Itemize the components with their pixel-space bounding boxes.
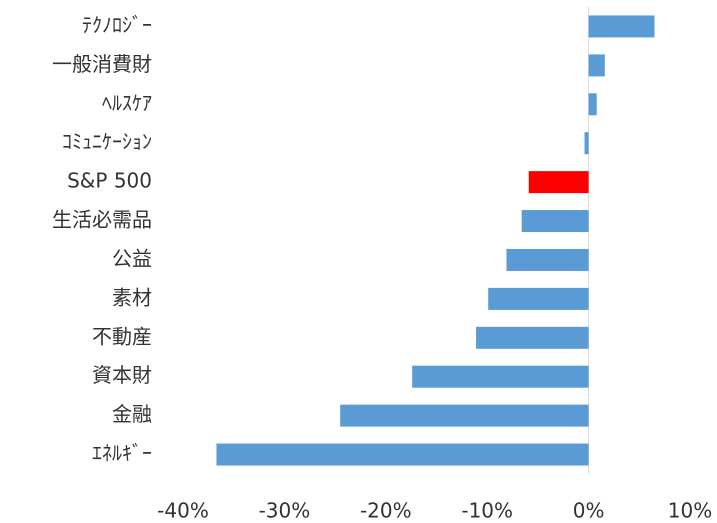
bar xyxy=(588,93,597,116)
y-tick-label: 公益 xyxy=(112,246,152,270)
bar xyxy=(521,210,589,233)
bar xyxy=(488,287,589,310)
y-tick-label: 一般消費財 xyxy=(52,52,152,76)
y-tick-label: ﾃｸﾉﾛｼﾞｰ xyxy=(82,13,152,37)
y-tick-label: S&P 500 xyxy=(67,169,152,193)
bar xyxy=(528,171,589,194)
bar xyxy=(476,326,589,349)
x-tick-label: 0% xyxy=(573,499,605,523)
y-tick-label: ｴﾈﾙｷﾞｰ xyxy=(92,441,152,465)
y-tick-label: 資本財 xyxy=(92,363,152,387)
y-tick-label: 金融 xyxy=(112,402,152,426)
bar xyxy=(588,15,655,38)
bar xyxy=(584,132,589,155)
y-tick-label: 素材 xyxy=(112,285,152,309)
bar xyxy=(340,404,589,427)
x-tick-label: -30% xyxy=(259,499,311,523)
x-tick-label: -20% xyxy=(360,499,412,523)
x-tick-label: 10% xyxy=(668,499,712,523)
y-tick-label: 生活必需品 xyxy=(52,208,152,232)
x-tick-label: -10% xyxy=(461,499,513,523)
bar xyxy=(506,248,589,271)
y-tick-label: 不動産 xyxy=(92,324,152,348)
bar xyxy=(588,54,605,77)
y-tick-label: ｺﾐｭﾆｹｰｼｮﾝ xyxy=(62,130,152,154)
x-tick-label: -40% xyxy=(157,499,209,523)
y-tick-label: ﾍﾙｽｹｱ xyxy=(102,91,152,115)
bar xyxy=(216,443,589,466)
bar xyxy=(412,365,589,388)
